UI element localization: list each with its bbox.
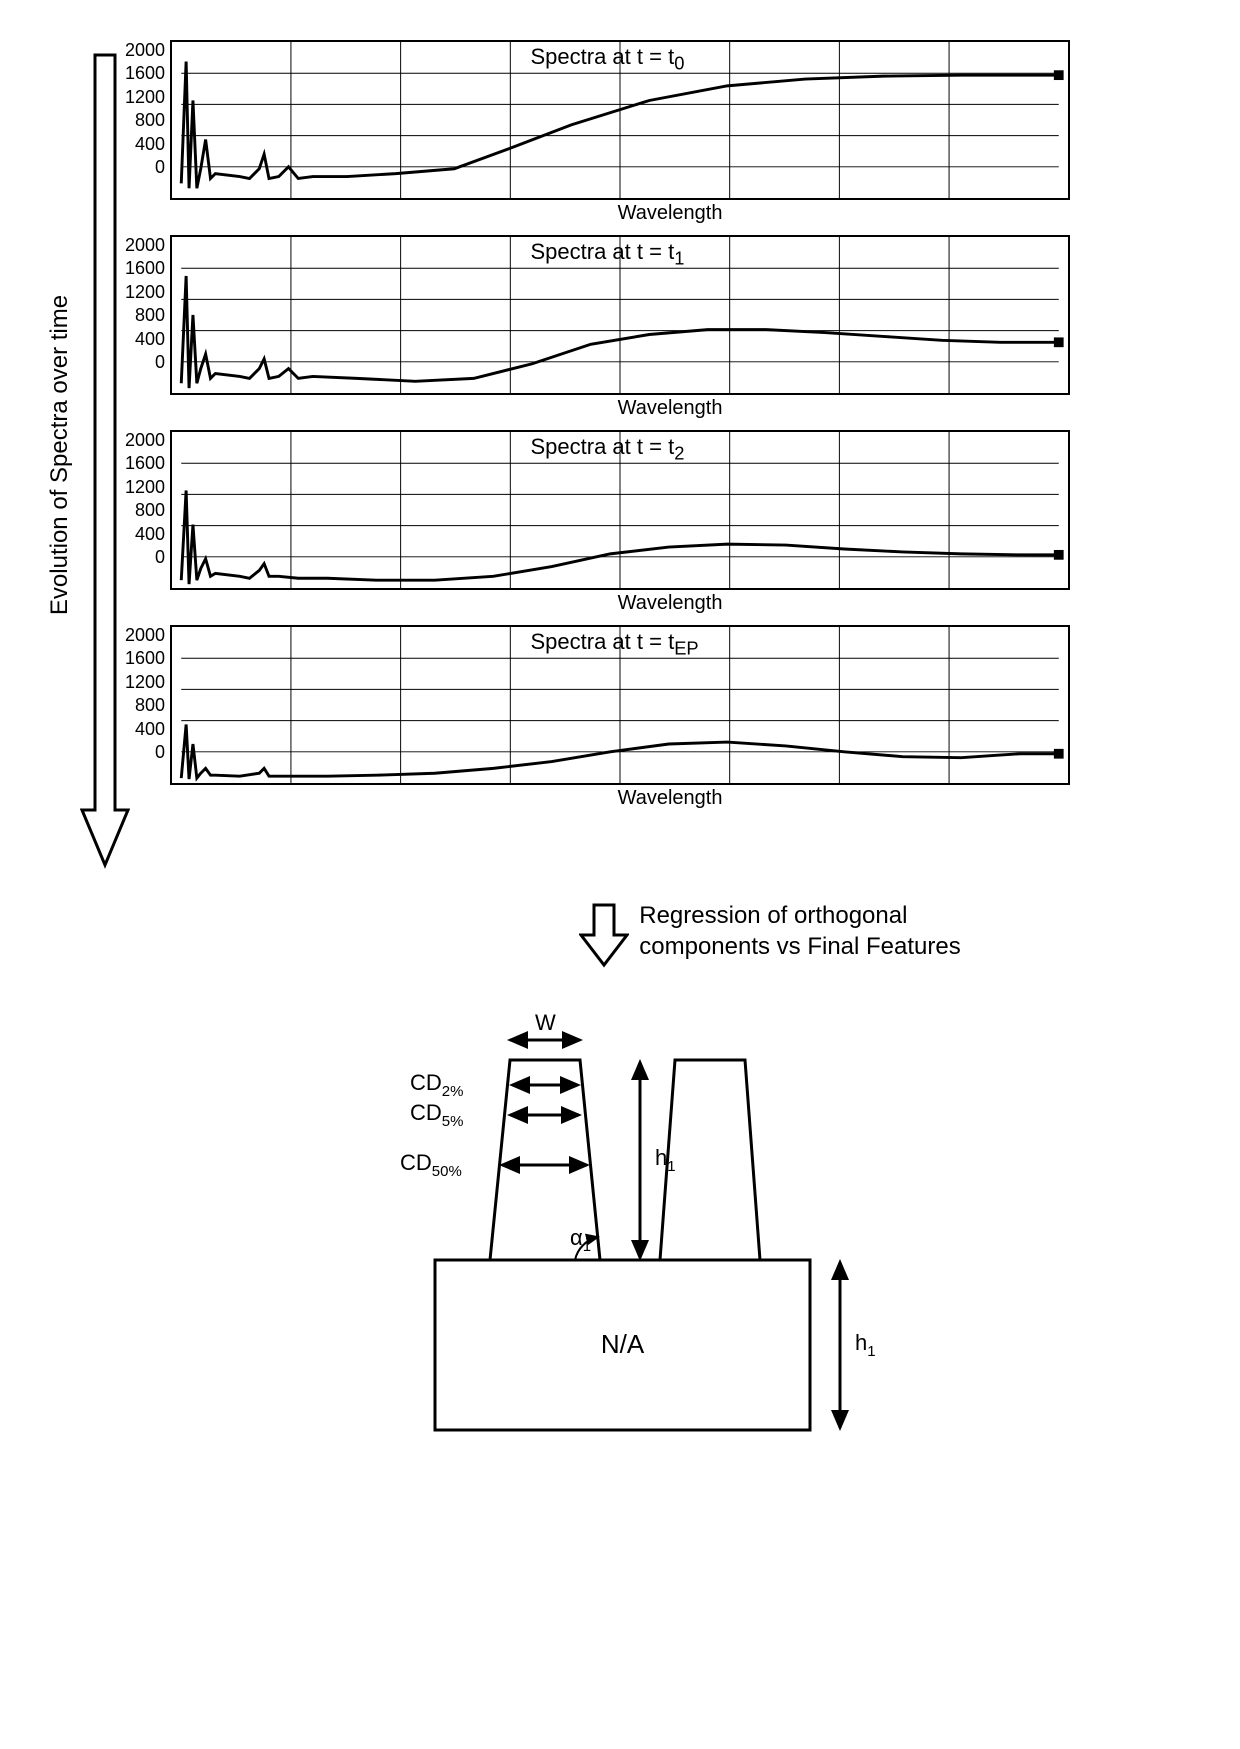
chart-title: Spectra at t = tEP [531, 629, 699, 659]
regression-label: Regression of orthogonal components vs F… [639, 900, 960, 962]
chart-plot: 0400800120016002000Spectra at t = t2 [170, 430, 1200, 590]
chart-2: Reflectance0400800120016002000Spectra at… [140, 430, 1200, 615]
ytick-label: 800 [120, 500, 165, 521]
ytick-label: 400 [120, 719, 165, 740]
ytick-label: 1200 [120, 87, 165, 108]
chart-yticks: 0400 8001200 16002000 [120, 430, 165, 568]
svg-text:N/A: N/A [601, 1329, 645, 1359]
chart-plot: 0400800120016002000Spectra at t = t0 [170, 40, 1200, 200]
svg-text:CD50%: CD50% [400, 1150, 462, 1180]
ytick-label: 0 [120, 352, 165, 373]
ytick-label: 2000 [120, 430, 165, 451]
main-container: Evolution of Spectra over time Reflectan… [40, 40, 1200, 870]
chart-xlabel: Wavelength [140, 397, 1200, 420]
down-arrow-regression-icon [579, 900, 629, 970]
ytick-label: 0 [120, 742, 165, 763]
chart-xlabel: Wavelength [140, 787, 1200, 810]
ytick-label: 1200 [120, 282, 165, 303]
chart-title: Spectra at t = t2 [531, 434, 685, 464]
ytick-label: 1600 [120, 258, 165, 279]
chart-yticks: 0400 8001200 16002000 [120, 625, 165, 763]
ytick-label: 2000 [120, 40, 165, 61]
ytick-label: 400 [120, 524, 165, 545]
svg-text:α1: α1 [570, 1225, 591, 1255]
ytick-label: 0 [120, 157, 165, 178]
ytick-label: 1600 [120, 648, 165, 669]
evolution-label: Evolution of Spectra over time [46, 295, 74, 615]
svg-text:CD2%: CD2% [410, 1070, 463, 1100]
feature-svg: N/AWCD2%CD5%CD50%h1α1h1 [340, 990, 900, 1440]
ytick-label: 800 [120, 305, 165, 326]
chart-yticks: 0400 8001200 16002000 [120, 40, 165, 178]
feature-diagram: N/AWCD2%CD5%CD50%h1α1h1 [340, 990, 900, 1445]
chart-yticks: 0400 8001200 16002000 [120, 235, 165, 373]
ytick-label: 800 [120, 110, 165, 131]
ytick-label: 1200 [120, 477, 165, 498]
vertical-label-col: Evolution of Spectra over time [40, 40, 80, 870]
regression-row: Regression of orthogonal components vs F… [579, 900, 960, 970]
charts-column: Reflectance0400800120016002000Spectra at… [130, 40, 1200, 870]
chart-title: Spectra at t = t1 [531, 239, 685, 269]
chart-xlabel: Wavelength [140, 592, 1200, 615]
ytick-label: 1200 [120, 672, 165, 693]
svg-text:W: W [535, 1010, 556, 1035]
chart-plot: 0400800120016002000Spectra at t = tEP [170, 625, 1200, 785]
regression-label-line1: Regression of orthogonal [639, 900, 960, 931]
ytick-label: 0 [120, 547, 165, 568]
svg-text:h1: h1 [855, 1330, 876, 1360]
chart-3: Reflectance0400800120016002000Spectra at… [140, 625, 1200, 810]
chart-plot: 0400800120016002000Spectra at t = t1 [170, 235, 1200, 395]
svg-text:CD5%: CD5% [410, 1100, 463, 1130]
ytick-label: 800 [120, 695, 165, 716]
ytick-label: 1600 [120, 453, 165, 474]
bottom-section: Regression of orthogonal components vs F… [40, 900, 1200, 1445]
chart-0: Reflectance0400800120016002000Spectra at… [140, 40, 1200, 225]
ytick-label: 1600 [120, 63, 165, 84]
regression-label-line2: components vs Final Features [639, 931, 960, 962]
ytick-label: 2000 [120, 235, 165, 256]
chart-title: Spectra at t = t0 [531, 44, 685, 74]
chart-1: Reflectance0400800120016002000Spectra at… [140, 235, 1200, 420]
ytick-label: 2000 [120, 625, 165, 646]
ytick-label: 400 [120, 329, 165, 350]
ytick-label: 400 [120, 134, 165, 155]
chart-xlabel: Wavelength [140, 202, 1200, 225]
